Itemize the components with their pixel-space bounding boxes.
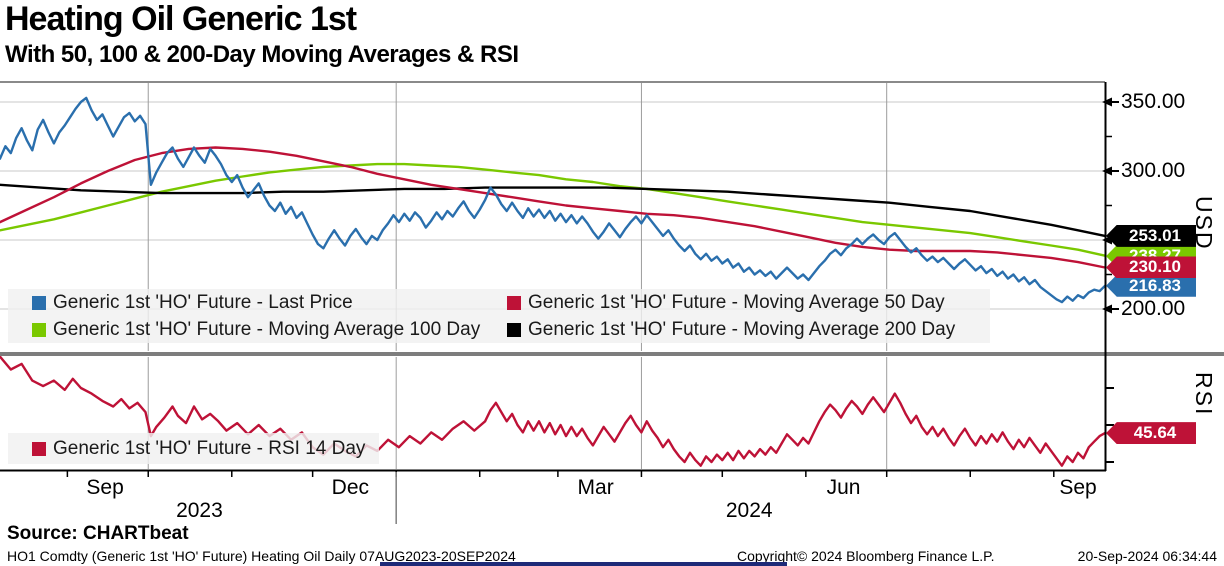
price-badge: 230.10 (1106, 256, 1196, 279)
legend-item-label: Generic 1st 'HO' Future - RSI 14 Day (53, 437, 366, 459)
last-price-swatch-icon (32, 295, 46, 310)
x-axis-month-label: Sep (86, 476, 124, 499)
x-axis-year-label: 2023 (176, 499, 223, 522)
footer-timestamp: 20-Sep-2024 06:34:44 (1077, 548, 1217, 564)
page-title: Heating Oil Generic 1st (5, 0, 357, 38)
ma100-swatch-icon (32, 322, 46, 337)
x-axis-month-label: Mar (577, 476, 614, 499)
main-chart-legend: Generic 1st 'HO' Future - Last Price Gen… (8, 289, 990, 343)
legend-item-label: Generic 1st 'HO' Future - Moving Average… (528, 318, 956, 340)
y-axis-tick-label: 300.00 (1121, 159, 1186, 182)
legend-item-rsi[interactable]: Generic 1st 'HO' Future - RSI 14 Day (32, 438, 365, 460)
series-line (0, 183, 1106, 238)
ma200-swatch-icon (507, 322, 521, 337)
rsi-badge: 45.64 (1106, 422, 1196, 445)
rsi-axis-unit-label: RSI (1191, 372, 1217, 417)
y-axis-tick-label: 200.00 (1121, 297, 1186, 320)
legend-row: Generic 1st 'HO' Future - Moving Average… (8, 316, 990, 343)
series-line (0, 162, 1106, 257)
page-subtitle: With 50, 100 & 200-Day Moving Averages &… (5, 40, 519, 68)
series-line (0, 96, 1106, 304)
footer-copyright: Copyright© 2024 Bloomberg Finance L.P. (737, 548, 995, 564)
price-badge: 216.83 (1106, 274, 1196, 297)
x-axis-year-label: 2024 (725, 499, 773, 522)
rsi-swatch-icon (32, 441, 46, 456)
y-axis-tick-label: 350.00 (1121, 90, 1186, 113)
legend-item-ma100[interactable]: Generic 1st 'HO' Future - Moving Average… (8, 319, 507, 341)
legend-item-label: Generic 1st 'HO' Future - Moving Average… (53, 318, 481, 340)
series-line (0, 146, 1106, 269)
legend-row: Generic 1st 'HO' Future - Last Price Gen… (8, 289, 990, 316)
legend-item-ma50[interactable]: Generic 1st 'HO' Future - Moving Average… (507, 292, 945, 314)
legend-item-ma200[interactable]: Generic 1st 'HO' Future - Moving Average… (507, 319, 955, 341)
legend-item-last-price[interactable]: Generic 1st 'HO' Future - Last Price (8, 292, 507, 314)
tick-arrow-icon (1102, 97, 1112, 107)
x-axis-month-label: Dec (331, 476, 370, 499)
x-axis-month-label: Jun (826, 476, 861, 499)
x-axis-month-label: Sep (1059, 476, 1097, 499)
panel-separator (0, 352, 1224, 356)
ma50-swatch-icon (507, 295, 521, 310)
rsi-legend: Generic 1st 'HO' Future - RSI 14 Day (8, 433, 379, 464)
chart-header: Heating Oil Generic 1st With 50, 100 & 2… (5, 0, 519, 69)
tick-arrow-icon (1102, 304, 1112, 314)
rsi-line (0, 356, 1106, 467)
bottom-bar (380, 562, 787, 566)
footer-ticker-info: HO1 Comdty (Generic 1st 'HO' Future) Hea… (7, 548, 516, 564)
legend-item-label: Generic 1st 'HO' Future - Moving Average… (528, 291, 945, 313)
legend-item-label: Generic 1st 'HO' Future - Last Price (53, 291, 353, 313)
tick-arrow-icon (1102, 166, 1112, 176)
source-label: Source: CHARTbeat (7, 523, 189, 544)
price-badge: 253.01 (1106, 224, 1196, 247)
